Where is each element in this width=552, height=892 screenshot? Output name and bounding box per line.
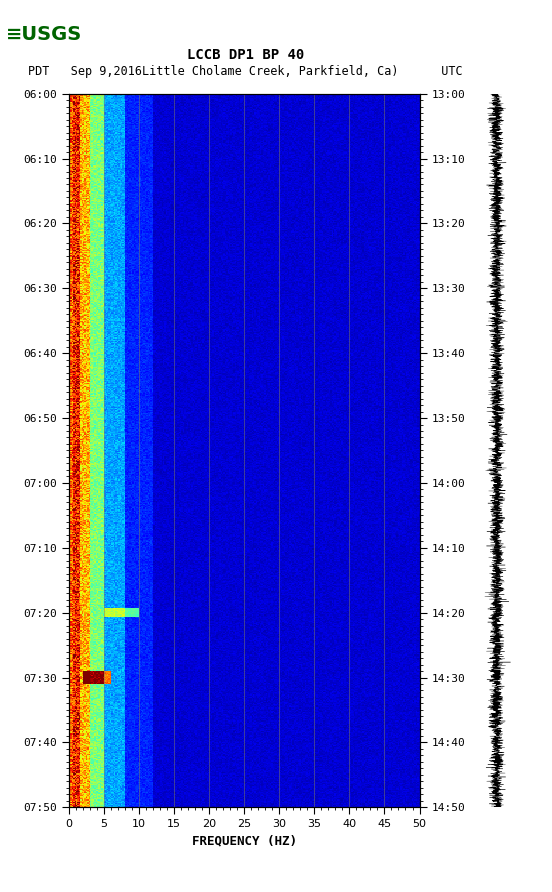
Text: PDT   Sep 9,2016Little Cholame Creek, Parkfield, Ca)      UTC: PDT Sep 9,2016Little Cholame Creek, Park…	[28, 65, 463, 78]
Text: LCCB DP1 BP 40: LCCB DP1 BP 40	[187, 48, 304, 62]
X-axis label: FREQUENCY (HZ): FREQUENCY (HZ)	[192, 835, 297, 847]
Text: ≡USGS: ≡USGS	[6, 25, 82, 44]
